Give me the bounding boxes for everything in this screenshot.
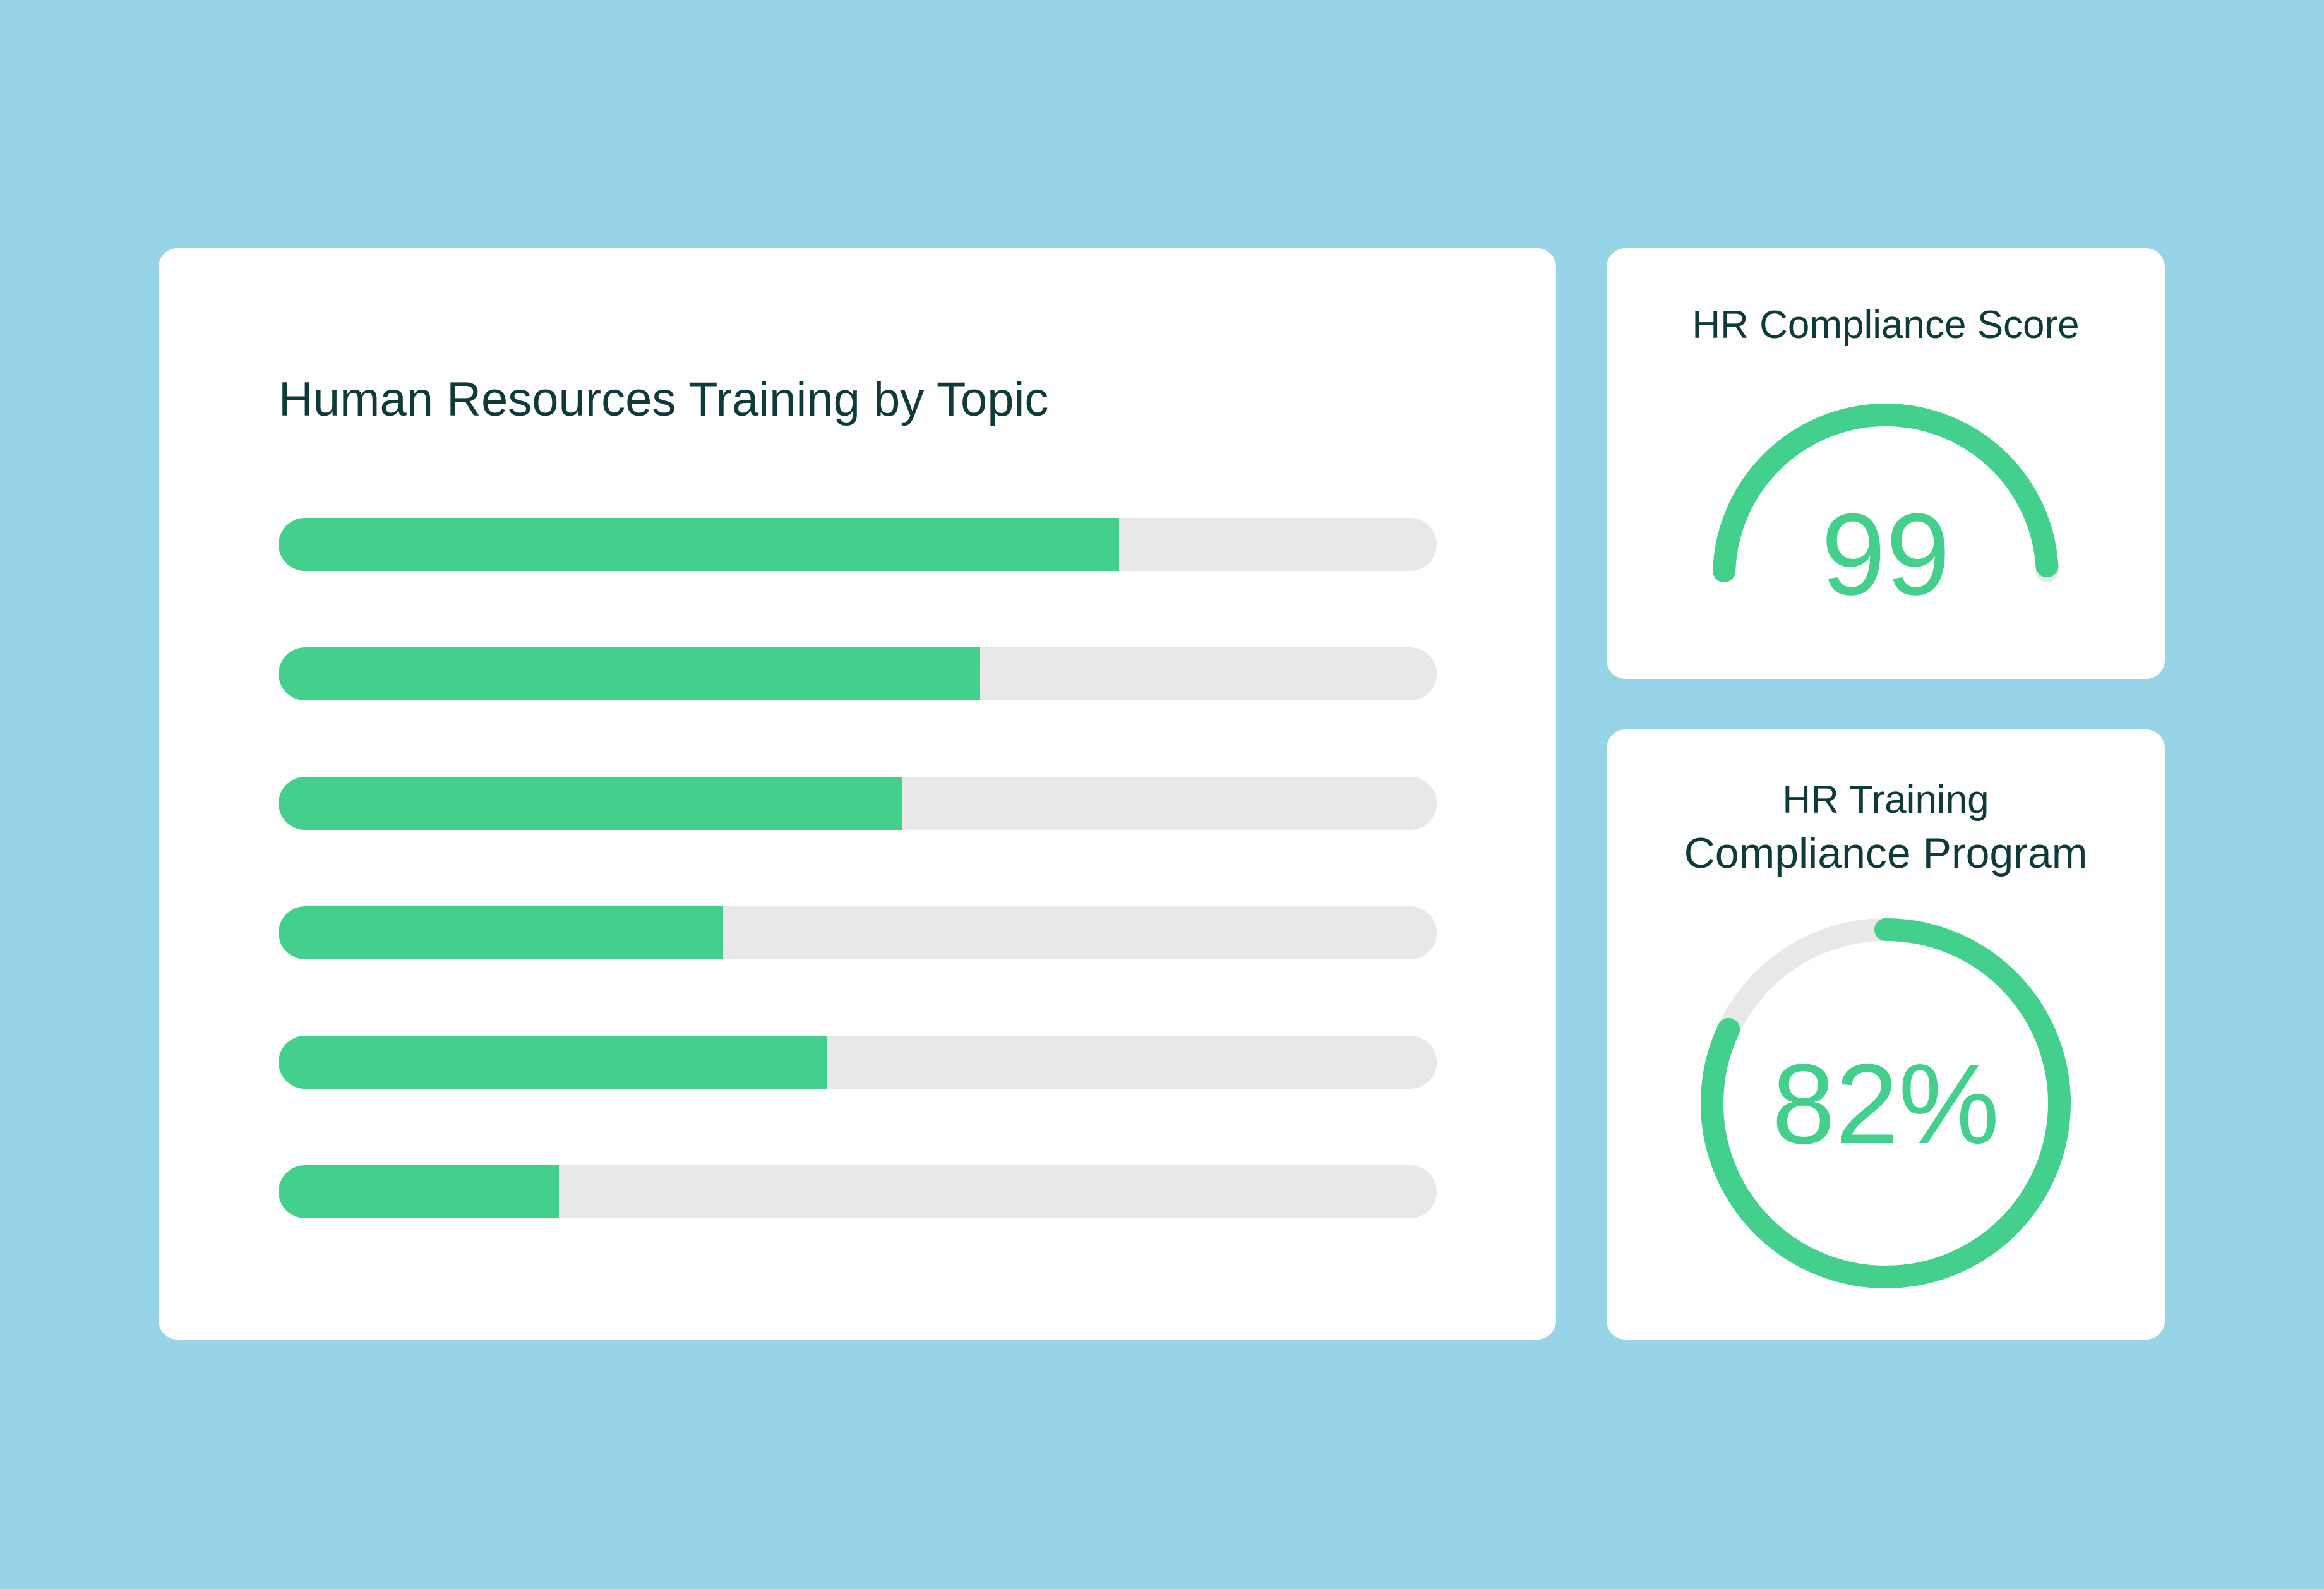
bar-track: [279, 1036, 1437, 1089]
training-program-title-line1: HR Training: [1782, 778, 1989, 822]
bar-fill: [279, 1165, 559, 1218]
bar-fill: [279, 1036, 827, 1089]
bar-fill: [279, 906, 723, 959]
compliance-score-card: HR Compliance Score 99: [1607, 248, 2165, 679]
training-program-value: 82%: [1772, 1041, 1999, 1168]
training-bars: [279, 518, 1437, 1218]
bar-fill: [279, 777, 902, 830]
donut-value-arc: [1701, 918, 2071, 1288]
training-program-title: HR Training Compliance Program: [1607, 774, 2165, 880]
compliance-score-title: HR Compliance Score: [1692, 303, 2080, 347]
training-chart-title: Human Resources Training by Topic: [279, 373, 1049, 426]
compliance-score-gauge: 99: [1713, 404, 2059, 619]
training-program-title-line2: Compliance Program: [1684, 829, 2088, 877]
bar-track: [279, 1165, 1437, 1218]
bar-track: [279, 777, 1437, 830]
training-program-card: HR Training Compliance Program 82%: [1607, 729, 2165, 1340]
bar-fill: [279, 518, 1119, 571]
bar-fill: [279, 647, 980, 700]
training-program-donut: 82%: [1701, 918, 2071, 1288]
bar-track: [279, 906, 1437, 959]
bar-track: [279, 647, 1437, 700]
compliance-score-value: 99: [1821, 489, 1951, 619]
bar-track: [279, 518, 1437, 571]
training-by-topic-card: Human Resources Training by Topic: [159, 248, 1556, 1340]
gauge-value-arc: [1713, 404, 2059, 583]
